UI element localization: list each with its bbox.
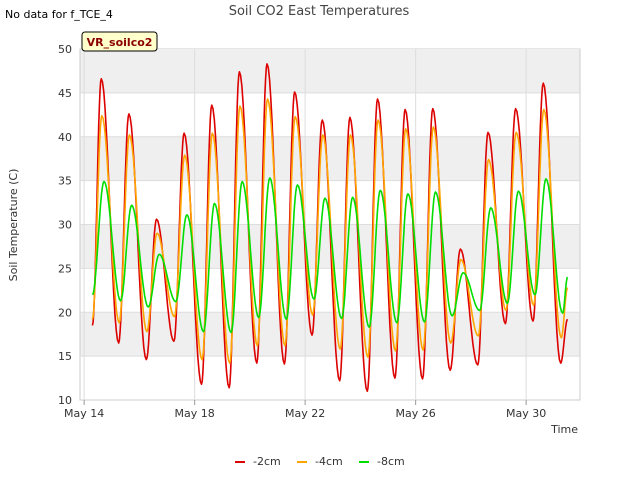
y-tick-label: 45	[58, 87, 72, 100]
x-tick-label: May 14	[64, 407, 104, 420]
y-tick-label: 10	[58, 394, 72, 407]
x-tick-label: May 18	[175, 407, 215, 420]
y-tick-label: 15	[58, 350, 72, 363]
x-tick-label: May 26	[396, 407, 436, 420]
chart-title: Soil CO2 East Temperatures	[229, 4, 410, 19]
site-tag-box	[81, 31, 158, 52]
x-axis-ticks: May 14 May 18 May 22 May 26 May 30	[64, 400, 546, 420]
plot-area	[79, 48, 581, 401]
y-axis-ticks: 10 15 20 25 30 35 40 45 50	[58, 43, 72, 407]
y-tick-label: 25	[58, 262, 72, 275]
series-lines	[91, 63, 569, 392]
y-tick-label: 50	[58, 43, 72, 56]
y-tick-label: 35	[58, 175, 72, 188]
no-data-note: No data for f_TCE_4	[5, 8, 113, 21]
band-15	[80, 312, 580, 357]
series-line--2cm	[91, 63, 569, 392]
y-tick-label: 40	[58, 131, 72, 144]
band-35	[80, 136, 580, 181]
band-45	[80, 49, 580, 93]
y-tick-label: 30	[58, 219, 72, 232]
y-tick-label: 20	[58, 306, 72, 319]
site-tag: VR_soilco2	[81, 31, 158, 52]
legend-label--8cm: -8cm	[377, 455, 405, 468]
series-line--8cm	[91, 177, 569, 334]
legend-label--2cm: -2cm	[253, 455, 281, 468]
background-bands	[80, 49, 580, 357]
x-tick-label: May 30	[506, 407, 546, 420]
x-axis-title: Time	[550, 423, 578, 436]
site-tag-label: VR_soilco2	[87, 36, 153, 49]
legend-label--4cm: -4cm	[315, 455, 343, 468]
y-axis-title: Soil Temperature (C)	[7, 169, 20, 282]
x-tick-label: May 22	[285, 407, 325, 420]
legend: -2cm -4cm -8cm	[235, 455, 405, 468]
